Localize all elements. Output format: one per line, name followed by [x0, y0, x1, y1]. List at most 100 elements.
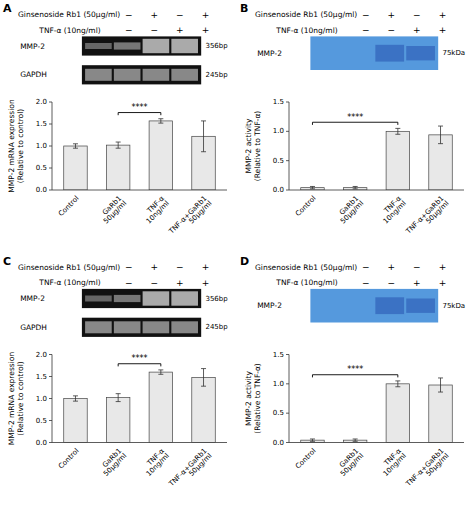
error-bar	[438, 378, 443, 392]
x-tick-label: Control	[57, 447, 81, 471]
error-bar-stem	[203, 121, 204, 152]
error-bar-cap	[73, 148, 78, 149]
bar	[386, 384, 409, 443]
y-tick-label: 0.0	[36, 186, 47, 194]
plot-area	[301, 378, 453, 443]
error-bar	[353, 186, 358, 188]
y-axis-line	[289, 355, 290, 443]
error-bar-cap	[438, 126, 443, 127]
error-bar	[116, 394, 121, 402]
blot-background	[310, 36, 438, 70]
y-axis-label-line: MMP-2 mRNA expression	[7, 99, 16, 193]
condition-sign: −	[388, 278, 396, 288]
x-tick-label: GaRb150μg/ml	[97, 194, 128, 225]
error-bar	[395, 381, 400, 387]
blot-background	[310, 289, 438, 323]
x-tick-label: TNF-α10ng/ml	[140, 194, 171, 225]
condition-sign: −	[125, 278, 133, 288]
background	[0, 0, 474, 505]
blot-band	[143, 39, 170, 53]
x-tick-label: TNF-α10ng/ml	[377, 194, 408, 225]
condition-sign: −	[362, 278, 370, 288]
x-tick-label-line: 10ng/ml	[145, 199, 171, 225]
error-bar-stem	[160, 370, 161, 374]
y-tick	[49, 168, 52, 169]
y-tick	[49, 124, 52, 125]
significance-bracket	[118, 364, 161, 367]
y-axis-label-line: MMP-2 activity	[244, 118, 253, 173]
x-tick-label-line: 50μg/ml	[187, 452, 213, 478]
y-tick-label: 0.0	[36, 439, 47, 447]
bar	[386, 131, 409, 190]
y-tick-label: 0.5	[36, 164, 47, 172]
condition-sign: +	[439, 262, 447, 272]
blot-row-label: GAPDH	[20, 323, 47, 332]
x-tick-label-line: 10ng/ml	[382, 452, 408, 478]
blot-band	[85, 43, 112, 49]
y-tick-label: 1.0	[36, 142, 47, 150]
bar	[64, 146, 87, 190]
condition-sign: +	[388, 10, 396, 20]
y-axis-label-line: MMP-2 activity	[244, 371, 253, 426]
x-tick-label: TNF-α10ng/ml	[377, 447, 408, 478]
y-tick-label: 1.0	[273, 380, 284, 388]
condition-sign: +	[176, 278, 184, 288]
error-bar-cap	[310, 186, 315, 187]
error-bar-cap	[73, 401, 78, 402]
error-bar-cap	[116, 393, 121, 394]
y-axis-label: MMP-2 activity(Relative to TNF-α)	[244, 111, 262, 182]
x-tick-label: TNF-α+GaRb150μg/ml	[167, 194, 214, 241]
condition-label: Ginsenoside Rb1 (50μg/ml)	[18, 10, 120, 19]
error-bar-cap	[201, 386, 206, 387]
condition-sign: +	[202, 25, 210, 35]
x-axis-line	[52, 442, 227, 443]
blot-band	[375, 297, 404, 314]
significance-bracket	[312, 122, 397, 125]
blot-background	[82, 36, 201, 55]
error-bar	[201, 121, 206, 152]
y-axis-label-line: (Relative to control)	[16, 109, 25, 183]
blot-size-label: 75kDa	[442, 49, 465, 57]
blot-size-label: 75kDa	[442, 302, 465, 310]
condition-label: TNF-α (10ng/ml)	[275, 278, 337, 287]
blot-background	[82, 65, 201, 84]
y-tick-label: 1.5	[273, 98, 284, 106]
y-tick-label: 0.0	[273, 439, 284, 447]
x-tick-label-line: 50μg/ml	[102, 199, 128, 225]
error-bar	[158, 119, 163, 123]
error-bar	[395, 128, 400, 134]
y-axis-label: MMP-2 mRNA expression(Relative to contro…	[7, 99, 25, 193]
blot-band	[375, 45, 404, 62]
x-axis-line	[289, 190, 464, 191]
x-tick-label-line: 50μg/ml	[339, 452, 365, 478]
blot-band	[171, 321, 198, 333]
blot-row-label: MMP-2	[257, 49, 282, 58]
error-bar	[310, 186, 315, 188]
error-bar-cap	[438, 377, 443, 378]
bar	[149, 121, 172, 190]
error-bar-cap	[395, 134, 400, 135]
panel-label: D	[240, 255, 249, 268]
condition-sign: +	[202, 262, 210, 272]
error-bar-cap	[395, 386, 400, 387]
blot-band	[406, 46, 435, 60]
y-axis-label-line: MMP-2 mRNA expression	[7, 352, 16, 446]
error-bar-cap	[395, 128, 400, 129]
blot-row-label: MMP-2	[20, 294, 45, 303]
error-bar-cap	[158, 374, 163, 375]
y-tick	[49, 442, 52, 443]
error-bar	[73, 144, 78, 148]
condition-sign: −	[413, 262, 421, 272]
blot-band	[171, 291, 198, 305]
bar	[106, 398, 129, 443]
y-axis-line	[52, 355, 53, 443]
blot-size-label: 245bp	[205, 71, 228, 79]
figure: AGinsenoside Rb1 (50μg/ml)−+−+TNF-α (10n…	[0, 0, 474, 505]
blot-size-label: 245bp	[205, 323, 228, 331]
panel: DGinsenoside Rb1 (50μg/ml)−+−+TNF-α (10n…	[240, 255, 465, 494]
condition-sign: +	[439, 10, 447, 20]
panel-label: B	[240, 2, 248, 15]
error-bar	[438, 126, 443, 144]
blot-band	[114, 69, 141, 81]
condition-label: TNF-α (10ng/ml)	[38, 278, 100, 287]
